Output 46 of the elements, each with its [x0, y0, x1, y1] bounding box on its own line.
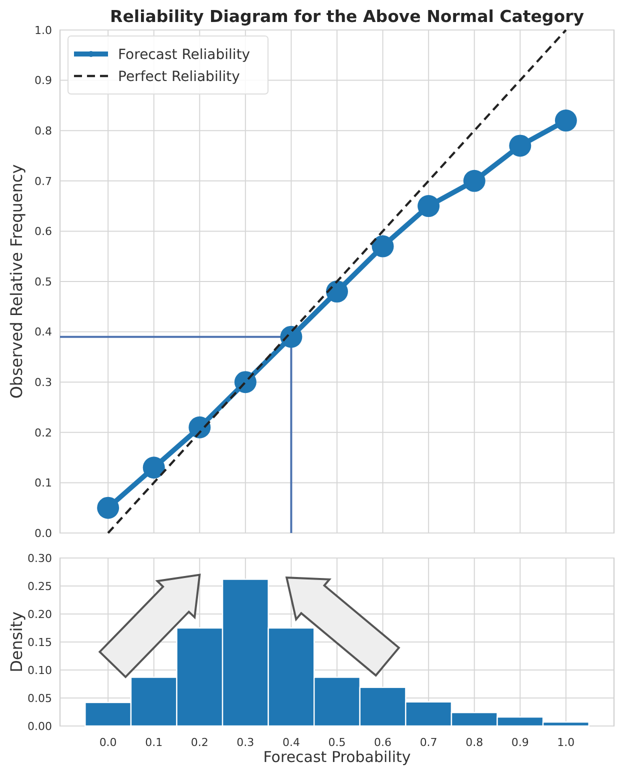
y-tick-label: 0.5 — [34, 275, 52, 288]
point — [97, 496, 120, 519]
point — [463, 170, 486, 192]
point — [554, 110, 577, 132]
y-tick-label: 0.10 — [28, 664, 52, 677]
y-axis-title: Density — [7, 612, 26, 672]
y-tick-label: 0.6 — [34, 225, 52, 238]
x-tick-label: 1.0 — [557, 736, 575, 749]
x-tick-label: 0.1 — [145, 736, 163, 749]
legend-label: Perfect Reliability — [118, 68, 240, 85]
point — [280, 326, 302, 348]
y-tick-label: 0.1 — [34, 476, 52, 490]
x-tick-label: 0.6 — [374, 736, 392, 749]
y-tick-label: 0.20 — [28, 608, 52, 621]
y-tick-label: 0.30 — [28, 552, 52, 565]
y-tick-label: 0.9 — [34, 74, 52, 88]
point — [142, 456, 165, 479]
x-tick-label: 0.4 — [282, 736, 300, 749]
x-tick-label: 0.7 — [420, 736, 438, 749]
point — [234, 371, 256, 394]
x-tick-label: 0.9 — [511, 736, 529, 749]
point — [326, 280, 348, 303]
x-tick-label: 0.0 — [99, 736, 117, 749]
y-tick-label: 0.0 — [34, 526, 52, 540]
y-tick-label: 0.25 — [28, 580, 52, 593]
x-tick-label: 0.8 — [466, 736, 484, 749]
point — [188, 416, 211, 438]
y-tick-label: 0.15 — [28, 636, 52, 649]
x-tick-label: 0.2 — [190, 736, 208, 749]
y-tick-label: 0.7 — [34, 174, 52, 188]
y-tick-label: 0.8 — [34, 124, 52, 138]
legend-label: Forecast Reliability — [118, 46, 250, 63]
point — [509, 134, 532, 157]
y-tick-label: 0.05 — [28, 692, 52, 705]
chart-title: Reliability Diagram for the Above Normal Category — [110, 7, 584, 26]
y-tick-label: 0.2 — [34, 426, 52, 440]
point — [418, 195, 440, 218]
y-tick-label: 0.3 — [34, 376, 52, 389]
y-tick-label: 0.4 — [34, 326, 52, 339]
point — [372, 235, 394, 258]
y-tick-label: 0.00 — [28, 720, 52, 733]
y-axis-title: Observed Relative Frequency — [7, 164, 26, 399]
y-tick-label: 1.0 — [34, 24, 52, 37]
x-axis-title: Forecast Probability — [263, 748, 411, 766]
x-tick-label: 0.3 — [236, 736, 254, 749]
x-tick-label: 0.5 — [328, 736, 346, 749]
